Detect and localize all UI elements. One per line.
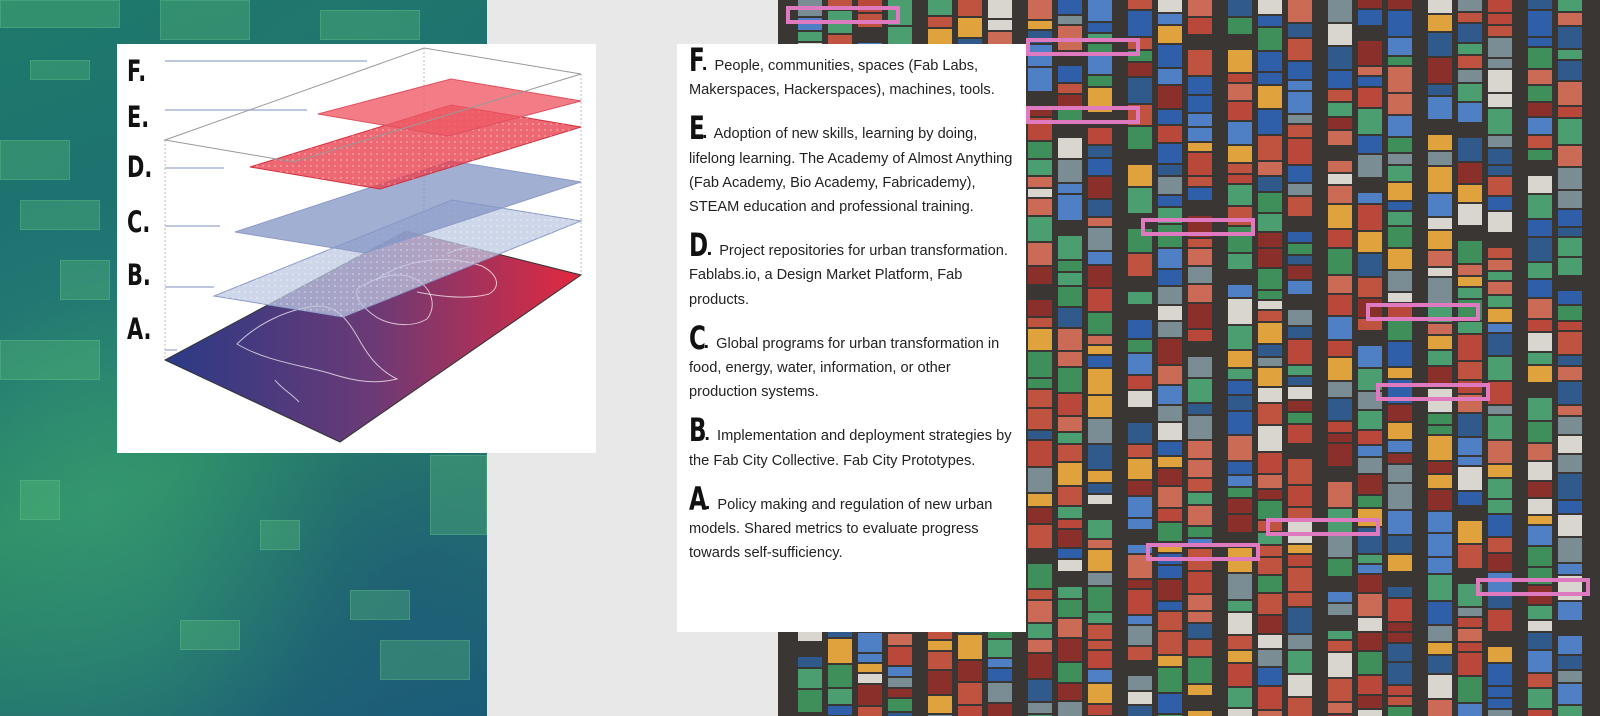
entry-f: F. People, communities, spaces (Fab Labs… xyxy=(689,41,995,99)
layer-e-plane xyxy=(317,78,582,137)
entry-letter: F xyxy=(689,41,705,79)
entry-text: Policy making and regulation of new urba… xyxy=(689,496,993,562)
entry-e: E. Adoption of new skills, learning by d… xyxy=(689,109,1013,216)
layer-label-a: A. xyxy=(127,312,152,346)
layer-label-d: D. xyxy=(127,150,153,184)
layer-diagram xyxy=(163,47,583,443)
layer-label-e: E. xyxy=(127,100,150,134)
layer-diagram-card: F. E. D. C. B. A. xyxy=(117,44,596,453)
layer-f-plane xyxy=(163,47,582,163)
entry-a: A. Policy making and regulation of new u… xyxy=(689,479,993,562)
layer-label-f: F. xyxy=(127,54,147,88)
entry-text: Implementation and deployment strategies… xyxy=(689,428,1012,469)
layer-descriptions-card: F. People, communities, spaces (Fab Labs… xyxy=(677,44,1026,632)
entry-letter: C xyxy=(689,318,706,357)
layer-label-b: B. xyxy=(127,258,151,292)
entry-text: People, communities, spaces (Fab Labs, M… xyxy=(689,58,995,99)
entry-letter: E xyxy=(689,109,705,148)
guide-lines xyxy=(165,60,367,351)
entry-text: Adoption of new skills, learning by doin… xyxy=(689,126,1013,216)
entry-text: Project repositories for urban transform… xyxy=(689,243,1008,308)
entry-text: Global programs for urban transformation… xyxy=(689,335,1000,401)
entry-d: D. Project repositories for urban transf… xyxy=(689,226,1008,308)
layer-label-c: C. xyxy=(127,205,151,239)
entry-letter: A xyxy=(689,479,707,518)
entry-letter: D xyxy=(689,226,709,265)
entry-b: B. Implementation and deployment strateg… xyxy=(689,411,1012,469)
entry-c: C. Global programs for urban transformat… xyxy=(689,318,1000,401)
entry-letter: B xyxy=(689,411,707,450)
